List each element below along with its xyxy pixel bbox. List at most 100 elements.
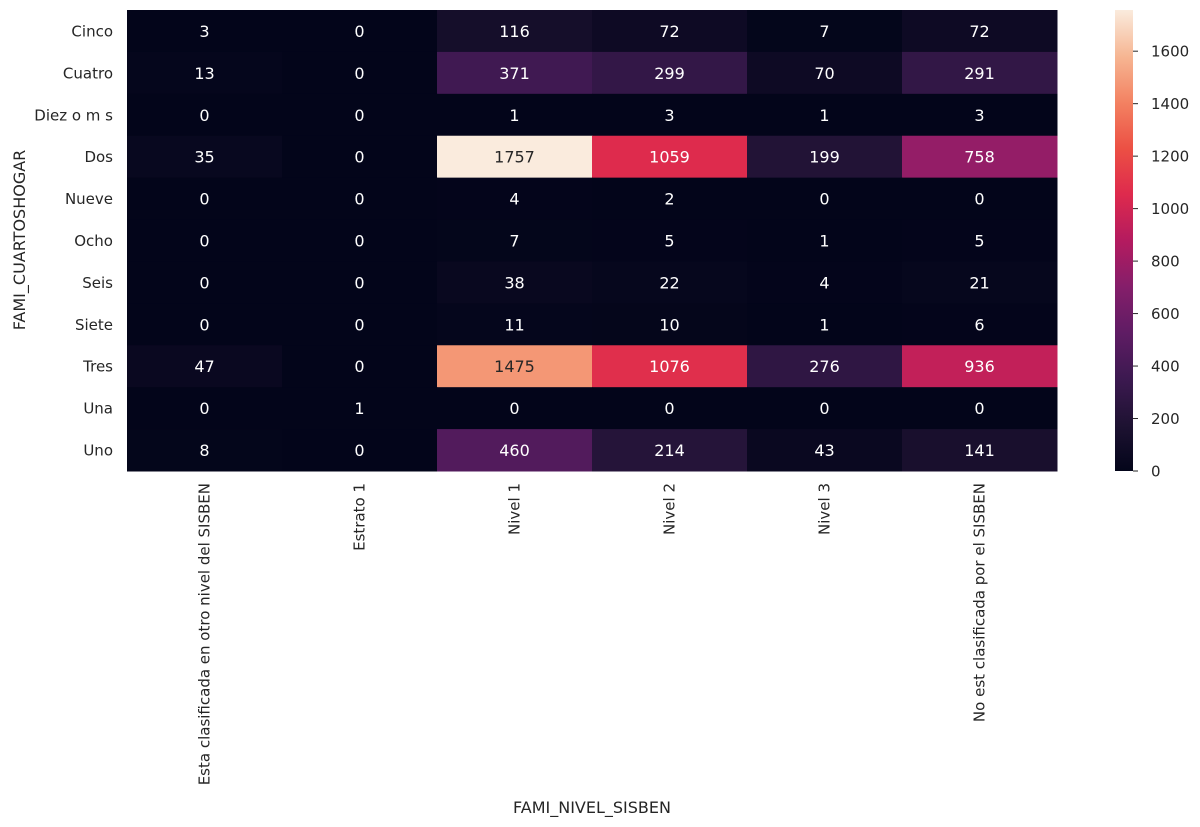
heatmap-cell bbox=[902, 93, 1058, 137]
cell-value-label: 0 bbox=[354, 148, 364, 167]
colorbar-tick-label: 0 bbox=[1151, 463, 1161, 481]
cell-value-label: 43 bbox=[814, 441, 834, 460]
colorbar-ticks: 0 200 400 600 800 1000 1200 1400 1600 bbox=[1133, 43, 1189, 481]
cell-value-label: 47 bbox=[194, 357, 214, 376]
heatmap-cell bbox=[127, 135, 283, 179]
cell-value-label: 291 bbox=[964, 64, 995, 83]
cell-value-label: 0 bbox=[974, 399, 984, 418]
cell-value-label: 0 bbox=[354, 190, 364, 209]
cell-value-label: 0 bbox=[199, 106, 209, 125]
cell-value-label: 0 bbox=[354, 22, 364, 41]
heatmap-cell bbox=[437, 387, 593, 430]
cell-value-label: 5 bbox=[974, 232, 984, 251]
cell-value-label: 0 bbox=[974, 190, 984, 209]
cell-value-label: 3 bbox=[974, 106, 984, 125]
cell-value-label: 1475 bbox=[494, 357, 535, 376]
cell-value-label: 72 bbox=[969, 22, 989, 41]
heatmap-cell bbox=[902, 219, 1058, 262]
heatmap-cell bbox=[902, 51, 1058, 95]
heatmap-cell bbox=[282, 10, 438, 53]
heatmap-cell bbox=[127, 303, 283, 346]
colorbar-gradient bbox=[1115, 10, 1133, 471]
cell-value-label: 0 bbox=[509, 399, 519, 418]
heatmap-cell bbox=[747, 135, 903, 179]
y-tick-label: Tres bbox=[82, 358, 113, 376]
y-tick-label: Dos bbox=[84, 148, 113, 166]
heatmap-cell bbox=[127, 345, 283, 388]
cell-value-label: 7 bbox=[819, 22, 829, 41]
colorbar: 0 200 400 600 800 1000 1200 1400 1600 bbox=[1115, 10, 1189, 481]
heatmap-cell bbox=[592, 303, 748, 346]
cell-value-label: 4 bbox=[819, 273, 829, 292]
cell-value-label: 1 bbox=[819, 315, 829, 334]
colorbar-tick-label: 1200 bbox=[1151, 148, 1189, 166]
cell-value-label: 371 bbox=[499, 64, 530, 83]
heatmap-cell bbox=[437, 429, 593, 472]
cell-value-label: 199 bbox=[809, 148, 840, 167]
heatmap-cell bbox=[127, 51, 283, 95]
cell-value-label: 0 bbox=[354, 64, 364, 83]
heatmap-cell bbox=[127, 10, 283, 53]
cell-value-label: 1 bbox=[819, 106, 829, 125]
heatmap-cell bbox=[437, 51, 593, 95]
cell-value-label: 8 bbox=[199, 441, 209, 460]
heatmap-cell bbox=[437, 93, 593, 137]
x-axis-label: FAMI_NIVEL_SISBEN bbox=[513, 798, 671, 818]
heatmap-cell bbox=[282, 345, 438, 388]
heatmap-cell bbox=[902, 177, 1058, 221]
cell-value-label: 11 bbox=[504, 315, 524, 334]
cell-value-label: 214 bbox=[654, 441, 685, 460]
cell-value-label: 13 bbox=[194, 64, 214, 83]
x-tick-labels: Esta clasificada en otro nivel del SISBE… bbox=[196, 483, 989, 785]
cell-value-label: 35 bbox=[194, 148, 214, 167]
heatmap-cell bbox=[282, 303, 438, 346]
heatmap-cell bbox=[437, 345, 593, 388]
heatmap-cell bbox=[437, 177, 593, 221]
x-tick-label: Nivel 2 bbox=[661, 483, 679, 535]
cell-value-label: 5 bbox=[664, 232, 674, 251]
heatmap-cell bbox=[902, 261, 1058, 304]
cell-value-label: 22 bbox=[659, 273, 679, 292]
heatmap-cell bbox=[437, 135, 593, 179]
heatmap-cell bbox=[592, 93, 748, 137]
heatmap-cell bbox=[592, 261, 748, 304]
cell-value-label: 0 bbox=[819, 399, 829, 418]
heatmap-cell bbox=[592, 51, 748, 95]
cell-value-label: 21 bbox=[969, 273, 989, 292]
cell-value-label: 6 bbox=[974, 315, 984, 334]
heatmap-cell bbox=[282, 387, 438, 430]
cell-value-label: 1059 bbox=[649, 148, 690, 167]
heatmap-cell bbox=[902, 135, 1058, 179]
cell-value-label: 70 bbox=[814, 64, 834, 83]
cell-value-label: 0 bbox=[199, 399, 209, 418]
cell-value-label: 72 bbox=[659, 22, 679, 41]
cell-value-label: 936 bbox=[964, 357, 995, 376]
colorbar-tick-label: 400 bbox=[1151, 358, 1180, 376]
cell-value-label: 141 bbox=[964, 441, 995, 460]
y-tick-label: Ocho bbox=[74, 232, 113, 250]
cell-value-label: 116 bbox=[499, 22, 530, 41]
colorbar-tick-label: 1000 bbox=[1151, 200, 1189, 218]
heatmap-cell bbox=[282, 135, 438, 179]
cell-value-label: 2 bbox=[664, 190, 674, 209]
colorbar-tick-label: 800 bbox=[1151, 253, 1180, 271]
cell-value-label: 276 bbox=[809, 357, 840, 376]
heatmap-cell bbox=[282, 261, 438, 304]
y-tick-label: Nueve bbox=[65, 190, 113, 208]
y-tick-label: Cinco bbox=[71, 22, 113, 40]
heatmap-cell bbox=[282, 429, 438, 472]
cell-value-label: 460 bbox=[499, 441, 530, 460]
cell-value-label: 10 bbox=[659, 315, 679, 334]
x-tick-label: Esta clasificada en otro nivel del SISBE… bbox=[196, 483, 214, 785]
cell-value-label: 299 bbox=[654, 64, 685, 83]
cell-value-label: 0 bbox=[354, 273, 364, 292]
colorbar-tick-label: 200 bbox=[1151, 410, 1180, 428]
heatmap-cell bbox=[127, 387, 283, 430]
heatmap-cell bbox=[437, 10, 593, 53]
heatmap-cell bbox=[592, 345, 748, 388]
heatmap-cell bbox=[902, 429, 1058, 472]
heatmap-cell bbox=[592, 429, 748, 472]
heatmap-cell bbox=[747, 10, 903, 53]
